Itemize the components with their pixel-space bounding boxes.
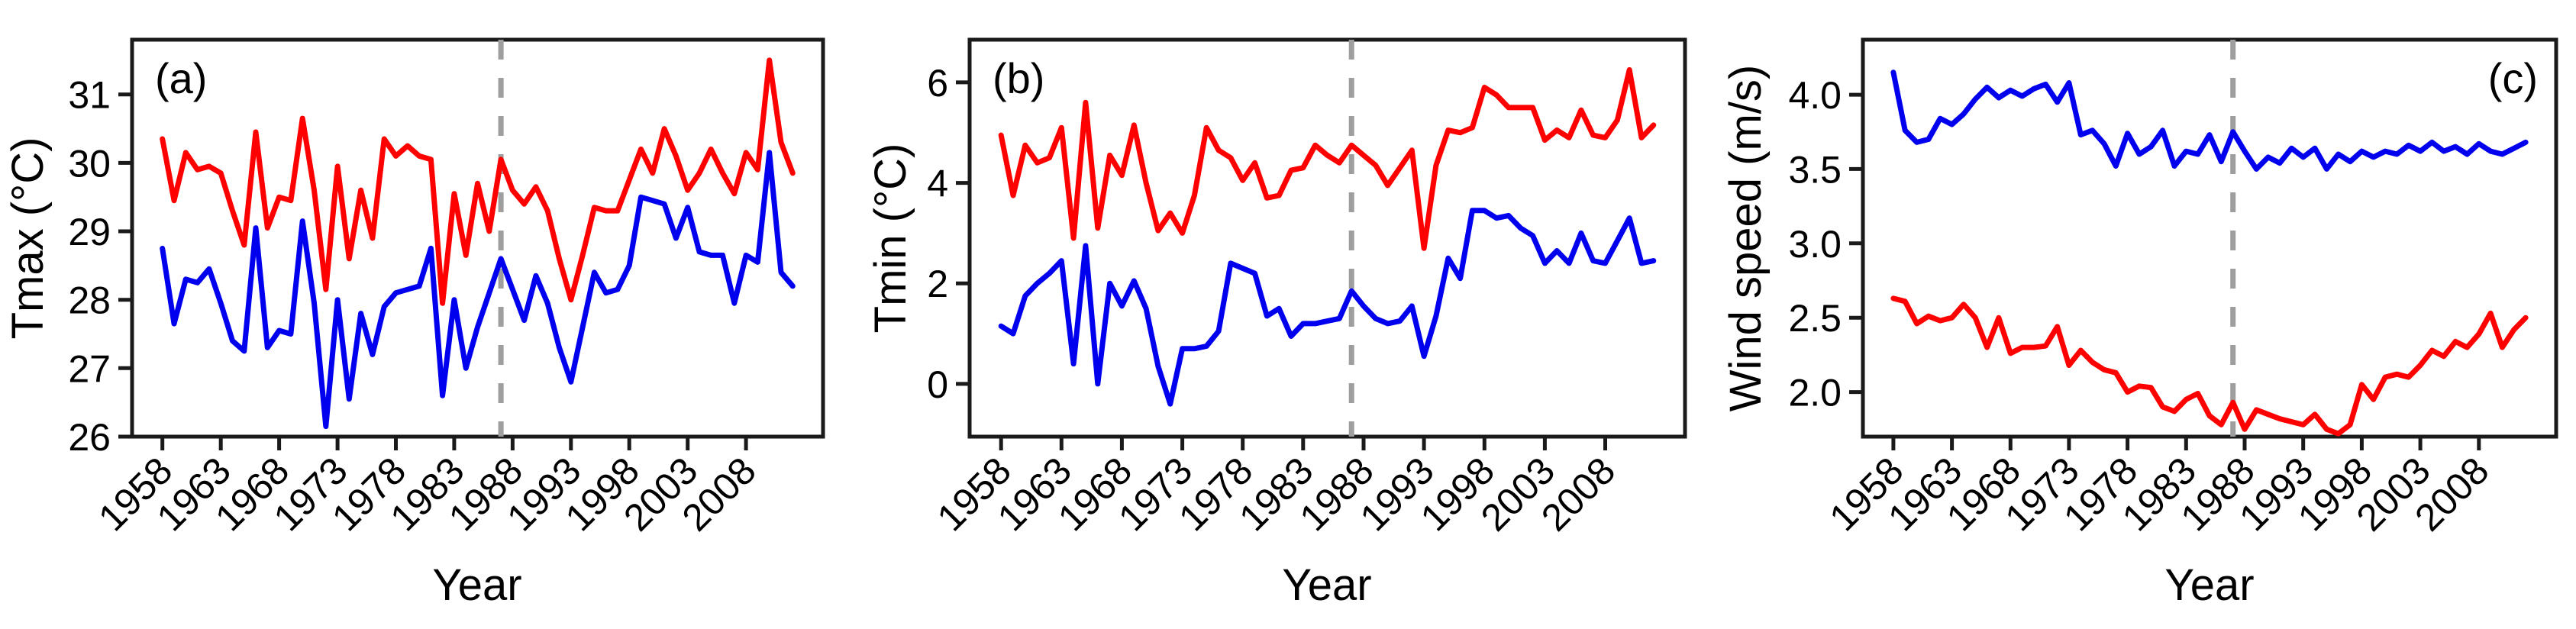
y-tick-label: 0 [927,363,948,406]
plot-border [967,37,1687,439]
panel-letter-b: (b) [993,54,1044,102]
red-series-line [998,67,1657,251]
windspeed-chart: 2008200319981993198819831978197319681963… [1721,37,2558,610]
tmax-chart: 2008200319981993198819831978197319681963… [3,37,825,610]
y-tick-label: 29 [68,211,111,253]
y-tick-label: 28 [68,279,111,322]
blue-series-line [1890,69,2529,172]
panel-letter-a: (a) [155,54,207,102]
x-axis-title-year-b: Year [1282,560,1371,610]
y-tick-label: 30 [68,142,111,185]
blue-series-line [160,150,796,430]
y-tick-label: 2 [927,263,948,305]
x-axis-title-year-a: Year [432,560,521,610]
y-tick-label: 4.0 [1788,74,1842,117]
plot-border [1861,37,2558,439]
y-axis-title-tmax: Tmax (°C) [3,137,53,340]
y-axis-title-tmin: Tmin (°C) [866,144,915,334]
plot-border [130,37,825,439]
blue-series-line [998,208,1657,407]
y-axis-title-windspeed: Wind speed (m/s) [1721,65,1771,411]
x-axis-title-year-c: Year [2164,560,2254,610]
panel-tmax: 2008 2003 1998 1993 1988 1983 1978 1973 1968 1963… [0,0,863,629]
y-tick-label: 2.0 [1788,372,1842,414]
y-tick-label: 3.5 [1788,148,1842,191]
y-tick-label: 6 [927,62,948,105]
red-series-line [160,57,796,306]
y-tick-label: 3.0 [1788,223,1842,266]
y-tick-label: 27 [68,347,111,390]
y-tick-label: 26 [68,416,111,459]
y-tick-label: 31 [68,74,111,117]
panel-tmin: 2008 2003 1998 1993 1988 1983 1978 1973 1968 1963… [863,0,1718,629]
tmin-chart: 2008200319981993198819831978197319681963… [866,37,1687,610]
panel-windspeed: 2008 2003 1998 1993 1988 1983 1978 1973 1968 1963… [1718,0,2576,629]
y-tick-label: 4 [927,163,948,205]
panel-letter-c: (c) [2488,54,2538,102]
red-series-line [1890,295,2529,437]
y-tick-label: 2.5 [1788,297,1842,340]
